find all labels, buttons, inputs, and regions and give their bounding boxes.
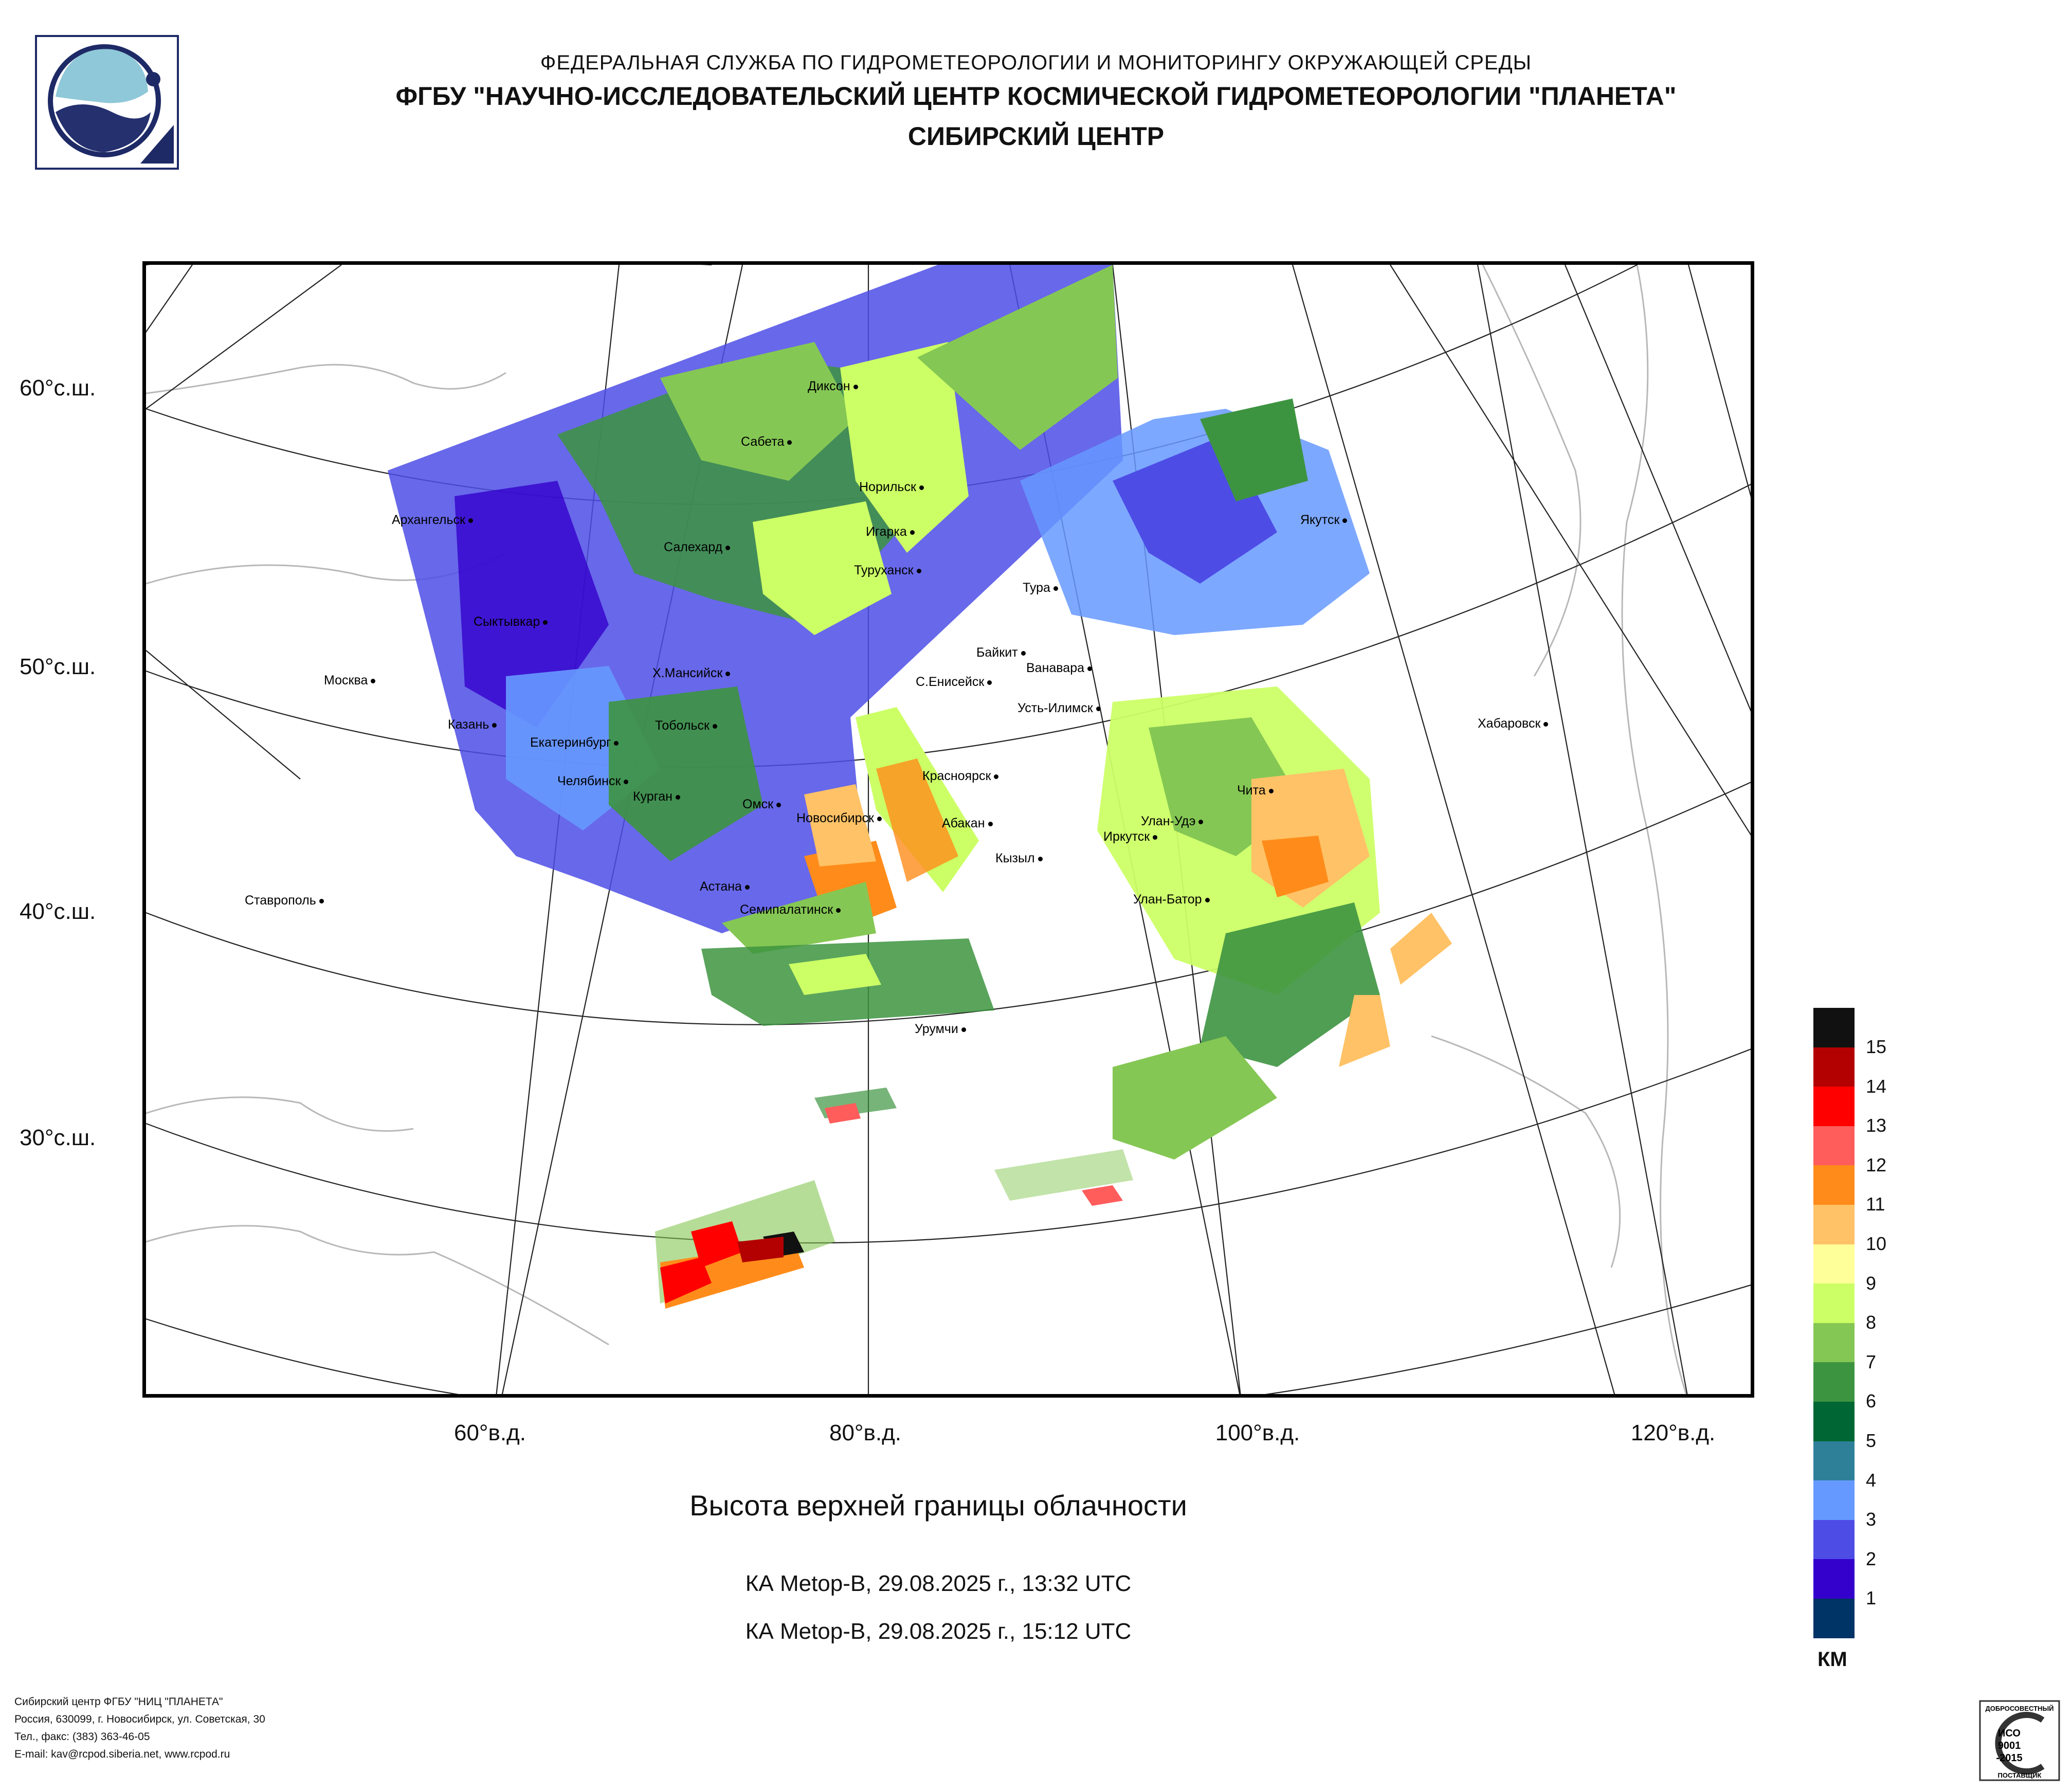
city-arkhangelsk: Архангельск [392,513,473,528]
city-tobolsk: Тобольск [655,718,717,733]
legend-swatch [1813,1519,1855,1560]
header-agency: ФЕДЕРАЛЬНАЯ СЛУЖБА ПО ГИДРОМЕТЕОРОЛОГИИ … [540,51,1532,74]
legend-label: 14 [1866,1075,1887,1097]
legend-swatch [1813,1126,1855,1166]
city-stavropol: Ставрополь [245,893,324,908]
legend-swatch [1813,1047,1855,1087]
city-omsk: Омск [742,797,781,812]
legend-unit: КМ [1817,1648,1847,1671]
city-syktyvkar: Сыктывкар [474,614,548,629]
city-kyzyl: Кызыл [995,851,1043,866]
city-krasnoyarsk: Красноярск [922,769,999,784]
satellite-pass-1: КА Metop-B, 29.08.2025 г., 13:32 UTC [745,1571,1132,1596]
city-seniseysk: С.Енисейск [916,675,992,690]
city-khabarovsk: Хабаровск [1478,716,1549,731]
city-igarka: Игарка [866,524,915,539]
legend-label: 4 [1866,1469,1877,1491]
city-khmansiysk: Х.Мансийск [652,666,731,681]
city-kazan: Казань [448,717,497,732]
legend-swatch [1813,1205,1855,1244]
lon-label-80: 80°в.д. [829,1420,902,1445]
legend-label: 15 [1866,1036,1887,1057]
legend-swatch [1813,1599,1855,1638]
city-norilsk: Норильск [859,480,924,495]
legend-label: 12 [1866,1154,1887,1175]
header-center: СИБИРСКИЙ ЦЕНТР [907,122,1165,151]
city-urumqi: Урумчи [915,1022,966,1037]
legend-swatch [1813,1323,1855,1363]
city-semipalatinsk: Семипалатинск [740,902,841,917]
footer-phone: Тел., факс: (383) 363-46-05 [14,1731,150,1743]
lat-label-50: 50°с.ш. [20,654,96,679]
legend-swatch [1813,1441,1855,1481]
cert-iso: ИСО [1998,1728,2021,1739]
lon-label-100: 100°в.д. [1215,1420,1300,1445]
legend-label: 9 [1866,1272,1877,1294]
city-salekhard: Салехард [664,540,731,555]
legend-swatch [1813,1165,1855,1205]
city-astana: Астана [700,879,750,894]
legend-swatch [1813,1087,1855,1126]
city-irkutsk: Иркутск [1103,829,1158,844]
city-ust-ilimsk: Усть-Илимск [1017,701,1101,716]
lat-label-60: 60°с.ш. [20,375,96,401]
legend-label: 1 [1866,1587,1877,1609]
city-chelyabinsk: Челябинск [557,774,629,789]
cert-top-text: ДОБРОСОВЕСТНЫЙ [1985,1705,2053,1712]
legend-label: 3 [1866,1509,1877,1530]
city-novosibirsk: Новосибирск [796,811,882,826]
legend-label: 11 [1866,1193,1885,1215]
footer-address: Россия, 630099, г. Новосибирск, ул. Сове… [14,1713,265,1725]
city-baykit: Байкит [976,645,1026,660]
lon-label-120: 120°в.д. [1630,1420,1716,1445]
iso-certificate-badge: ДОБРОСОВЕСТНЫЙ ИСО 9001 -2015 ПОСТАВЩИК [1978,1699,2061,1782]
legend-label: 2 [1866,1548,1877,1569]
header-institute: ФГБУ "НАУЧНО-ИССЛЕДОВАТЕЛЬСКИЙ ЦЕНТР КОС… [395,82,1677,111]
lon-label-60: 60°в.д. [453,1420,526,1445]
legend-swatch [1813,1283,1855,1323]
city-dikson: Диксон [808,379,858,394]
city-ulan-bator: Улан-Батор [1133,892,1210,907]
legend-label: 13 [1866,1115,1887,1136]
city-moskva: Москва [324,673,376,688]
legend-label: 5 [1866,1430,1877,1451]
satellite-pass-2: КА Metop-B, 29.08.2025 г., 15:12 UTC [745,1619,1132,1644]
map-canvas [146,265,1751,1394]
footer-email: E-mail: kav@rcpod.siberia.net, www.rcpod… [14,1748,230,1760]
city-kurgan: Курган [633,789,680,804]
product-title: Высота верхней границы облачности [689,1489,1187,1522]
legend-swatch [1813,1559,1855,1599]
legend-swatch [1813,1244,1855,1284]
cert-9001: 9001 [1998,1740,2021,1751]
legend-label: 6 [1866,1390,1877,1412]
cert-2015: -2015 [1996,1752,2022,1764]
legend-swatch [1813,1480,1855,1520]
city-chita: Чита [1237,783,1274,798]
city-ekaterinburg: Екатеринбург [530,735,619,750]
legend-label: 10 [1866,1233,1887,1254]
city-abakan: Абакан [942,816,993,831]
cert-bottom-text: ПОСТАВЩИК [1998,1771,2042,1779]
legend-swatch [1813,1402,1855,1441]
city-tura: Тура [1023,581,1058,595]
lat-label-40: 40°с.ш. [20,899,96,924]
city-ulan-ude: Улан-Удэ [1141,814,1204,829]
cloud-top-height-map: Диксон Сабета Норильск Архангельск Салех… [142,261,1754,1398]
planeta-logo [35,35,179,170]
city-vanavara: Ванавара [1026,661,1093,676]
legend-label: 8 [1866,1312,1877,1333]
footer-org: Сибирский центр ФГБУ "НИЦ "ПЛАНЕТА" [14,1696,223,1708]
city-turukhansk: Туруханск [854,563,921,578]
city-sabeta: Сабета [741,435,792,449]
city-yakutsk: Якутск [1300,513,1348,528]
legend-swatch [1813,1008,1855,1047]
legend-swatch [1813,1362,1855,1402]
legend-label: 7 [1866,1351,1877,1372]
lat-label-30: 30°с.ш. [20,1125,96,1150]
